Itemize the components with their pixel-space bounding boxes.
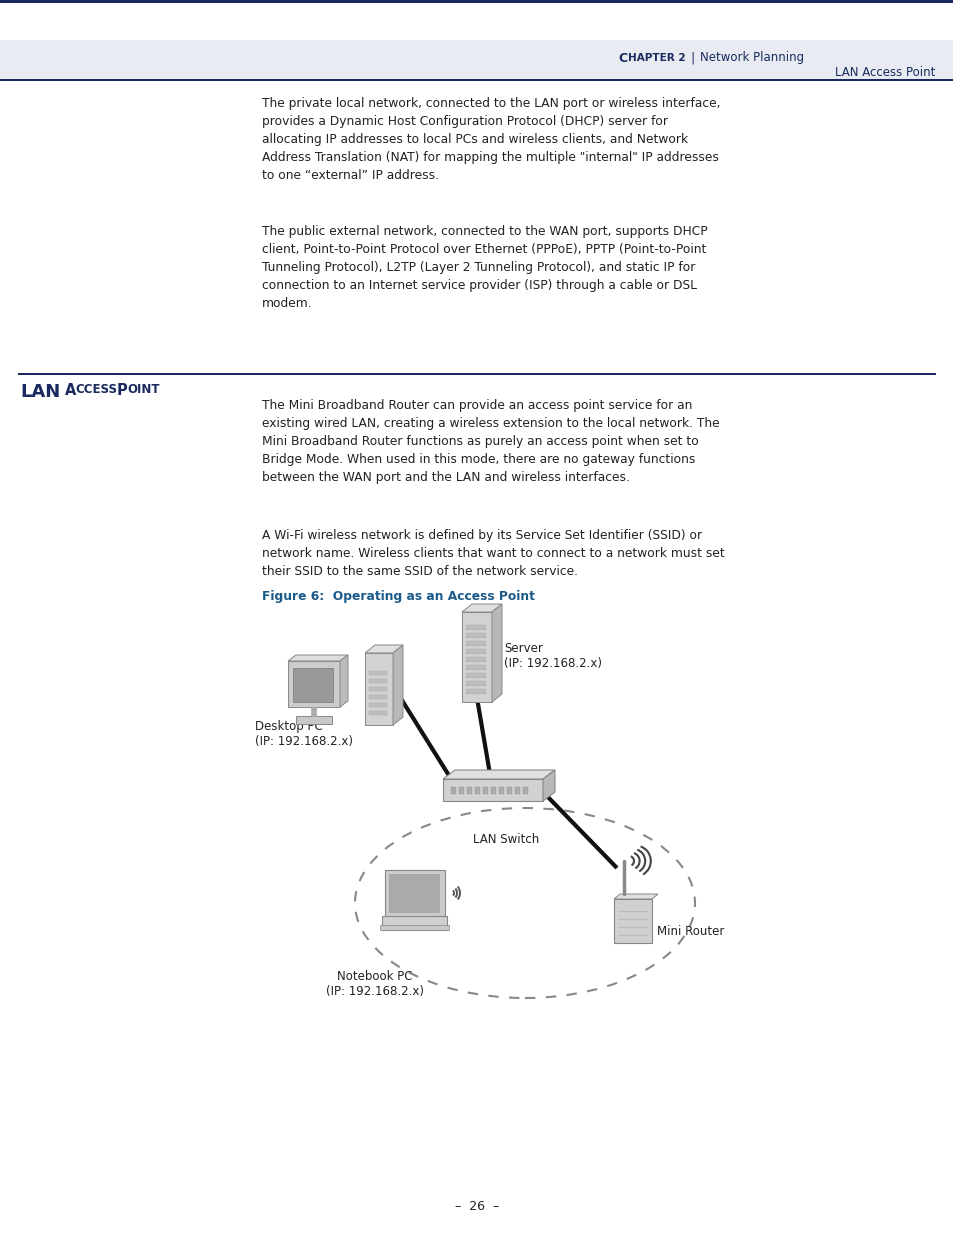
Bar xyxy=(288,661,339,706)
Text: A Wi-Fi wireless network is defined by its Service Set Identifier (SSID) or
netw: A Wi-Fi wireless network is defined by i… xyxy=(262,529,724,578)
Polygon shape xyxy=(393,645,402,725)
Bar xyxy=(0,0,953,2)
Text: Network Planning: Network Planning xyxy=(700,52,803,64)
Bar xyxy=(369,711,387,715)
Bar xyxy=(389,874,438,911)
Bar xyxy=(506,787,512,794)
Text: P: P xyxy=(117,383,128,398)
Bar xyxy=(465,650,485,655)
Polygon shape xyxy=(442,769,555,779)
Text: |: | xyxy=(689,52,694,64)
Bar xyxy=(0,40,953,80)
Text: LAN Access Point: LAN Access Point xyxy=(834,65,934,79)
Bar xyxy=(491,787,496,794)
Text: OINT: OINT xyxy=(127,383,159,396)
Bar xyxy=(0,0,953,40)
Bar xyxy=(451,787,456,794)
Text: Server
(IP: 192.168.2.x): Server (IP: 192.168.2.x) xyxy=(503,642,601,671)
Bar xyxy=(458,787,463,794)
Bar xyxy=(442,779,542,802)
Text: C: C xyxy=(618,52,626,64)
Bar xyxy=(293,668,333,701)
Bar xyxy=(369,695,387,699)
Bar xyxy=(498,787,503,794)
Polygon shape xyxy=(542,769,555,802)
Text: The public external network, connected to the WAN port, supports DHCP
client, Po: The public external network, connected t… xyxy=(262,225,707,310)
Bar xyxy=(365,653,393,725)
Bar xyxy=(18,373,935,375)
Bar xyxy=(515,787,519,794)
Bar xyxy=(461,613,492,701)
Bar xyxy=(465,664,485,671)
Bar xyxy=(382,916,447,930)
Text: The Mini Broadband Router can provide an access point service for an
existing wi: The Mini Broadband Router can provide an… xyxy=(262,399,719,484)
Polygon shape xyxy=(288,655,348,661)
Bar xyxy=(465,657,485,662)
Text: LAN: LAN xyxy=(20,383,60,401)
Text: Mini Router: Mini Router xyxy=(657,925,723,939)
Bar xyxy=(465,680,485,685)
Bar xyxy=(369,671,387,676)
Polygon shape xyxy=(339,655,348,706)
Text: The private local network, connected to the LAN port or wireless interface,
prov: The private local network, connected to … xyxy=(262,98,720,182)
Polygon shape xyxy=(614,894,658,899)
Text: Figure 6:  Operating as an Access Point: Figure 6: Operating as an Access Point xyxy=(262,590,535,603)
Bar xyxy=(295,716,332,724)
Text: –  26  –: – 26 – xyxy=(455,1200,498,1214)
Bar xyxy=(369,703,387,706)
Text: CCESS: CCESS xyxy=(75,383,117,396)
Bar xyxy=(522,787,527,794)
Text: LAN Switch: LAN Switch xyxy=(473,832,538,846)
Bar xyxy=(465,641,485,646)
Bar xyxy=(475,787,479,794)
Bar xyxy=(385,869,444,916)
Bar xyxy=(369,679,387,683)
Polygon shape xyxy=(492,604,501,701)
Bar xyxy=(369,687,387,692)
Bar xyxy=(465,634,485,638)
Text: HAPTER 2: HAPTER 2 xyxy=(627,53,685,63)
Bar xyxy=(482,787,488,794)
Polygon shape xyxy=(461,604,501,613)
Bar xyxy=(380,925,449,930)
Bar xyxy=(465,689,485,694)
Polygon shape xyxy=(365,645,402,653)
Bar xyxy=(467,787,472,794)
Text: Desktop PC
(IP: 192.168.2.x): Desktop PC (IP: 192.168.2.x) xyxy=(254,720,353,748)
Text: A: A xyxy=(65,383,76,398)
Bar xyxy=(465,673,485,678)
Text: Notebook PC
(IP: 192.168.2.x): Notebook PC (IP: 192.168.2.x) xyxy=(326,969,423,998)
Bar xyxy=(614,899,651,944)
Bar xyxy=(465,625,485,630)
Bar xyxy=(0,79,953,82)
